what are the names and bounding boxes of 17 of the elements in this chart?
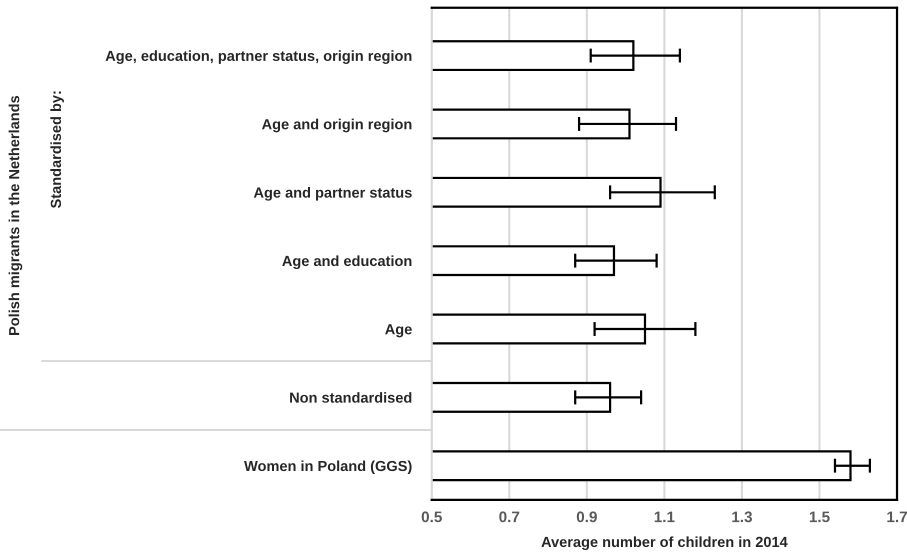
text: Polish migrants in the Netherlands [8, 96, 22, 336]
y-tick-label: Age and origin region [262, 118, 412, 132]
text: Standardised by: [50, 92, 64, 208]
y-tick-label: Age, education, partner status, origin region [106, 50, 412, 64]
x-tick-label: 0.9 [576, 511, 597, 522]
x-tick-label: 1.5 [810, 512, 830, 522]
x-tick-label: 1.3 [732, 511, 752, 522]
y-tick-label: Age and education [282, 255, 412, 270]
y-tick-label: Non standardised [290, 392, 412, 403]
x-tick-label: 0.7 [499, 511, 520, 522]
x-axis-title: Average number of children in 2014 [541, 536, 788, 550]
y-tick-label: Age and partner status [254, 187, 412, 201]
y-tick-label: Women in Poland (GGS) [244, 460, 412, 474]
x-tick-label: 1.7 [887, 512, 907, 522]
x-tick-label: 0.5 [422, 511, 442, 522]
x-tick-label: 1.1 [654, 512, 675, 522]
y-tick-label: Age [385, 324, 412, 338]
